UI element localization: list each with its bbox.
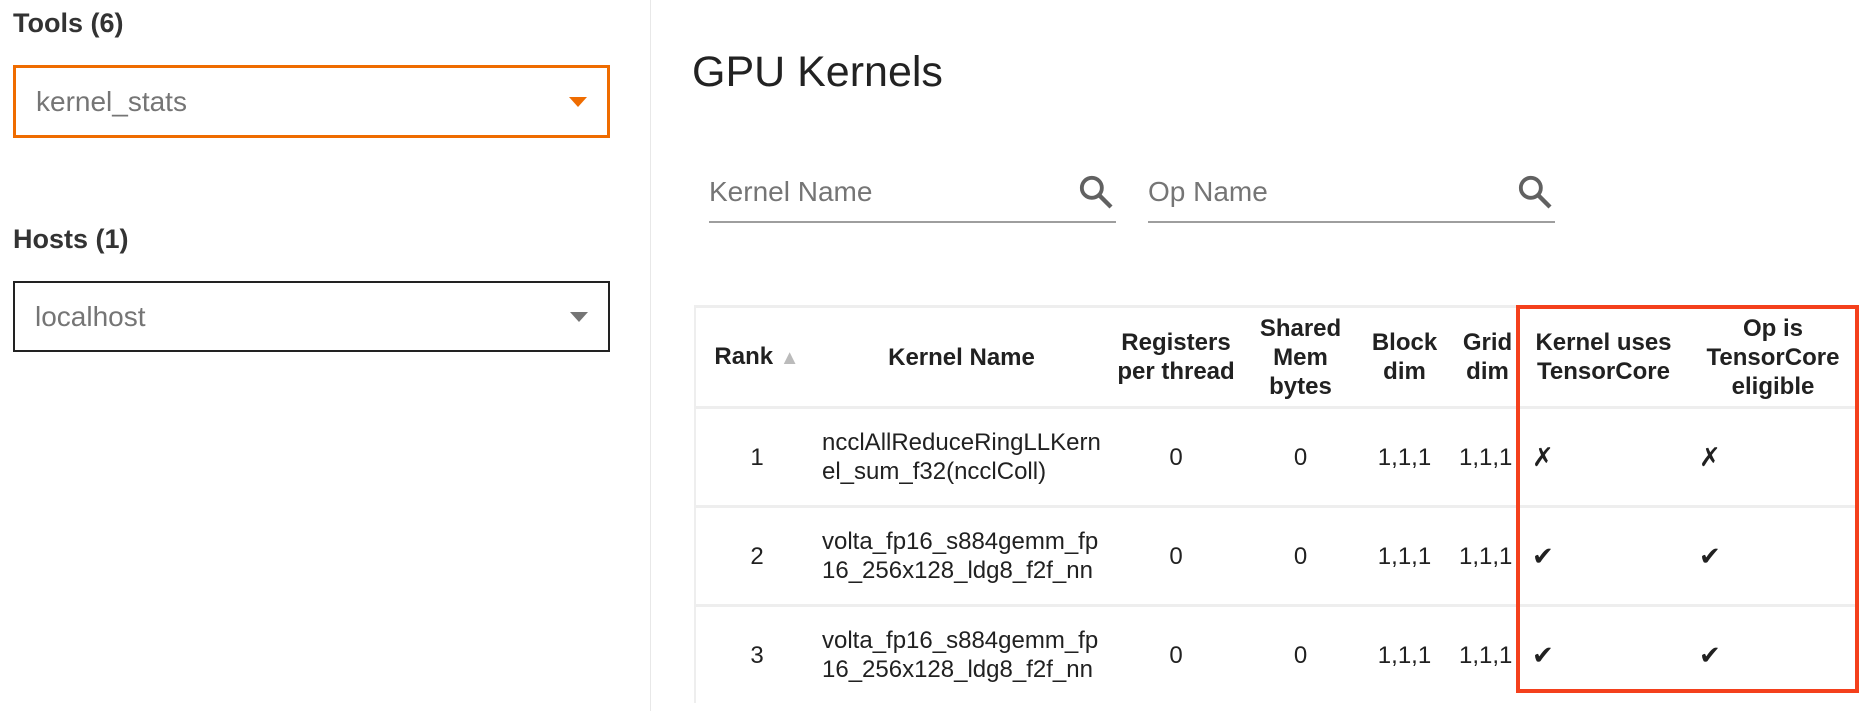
rank-cell: 2 <box>695 505 818 606</box>
dropdown-arrow-icon <box>570 311 588 322</box>
tools-select-value: kernel_stats <box>36 85 187 117</box>
shared-mem-cell: 0 <box>1247 505 1354 606</box>
kernel-name-placeholder: Kernel Name <box>709 176 873 207</box>
column-header-shared-mem[interactable]: Shared Mem bytes <box>1247 305 1354 408</box>
registers-cell: 0 <box>1105 406 1247 507</box>
registers-cell: 0 <box>1105 604 1247 703</box>
kernel-name-cell: ncclAllReduceRingLLKernel_sum_f32(ncclCo… <box>818 406 1105 507</box>
search-icon <box>1079 175 1113 209</box>
rank-cell: 1 <box>695 406 818 507</box>
kernel-name-cell: volta_fp16_s884gemm_fp16_256x128_ldg8_f2… <box>818 505 1105 606</box>
block-dim-cell: 1,1,1 <box>1354 505 1455 606</box>
column-header-grid-dim[interactable]: Grid dim <box>1455 305 1520 408</box>
check-icon: ✔ <box>1687 505 1859 606</box>
rank-cell: 3 <box>695 604 818 703</box>
grid-dim-cell: 1,1,1 <box>1455 406 1520 507</box>
tools-label: Tools (6) <box>13 8 124 38</box>
column-header-kernel-uses-tensorcore[interactable]: Kernel uses TensorCore <box>1520 305 1687 408</box>
kernel-name-cell: volta_fp16_s884gemm_fp16_256x128_ldg8_f2… <box>818 604 1105 703</box>
table-header-row: Rank ▲ Kernel Name Registers per thread … <box>695 305 1859 408</box>
column-header-op-tensorcore-eligible[interactable]: Op is TensorCore eligible <box>1687 305 1859 408</box>
cross-icon: ✗ <box>1687 406 1859 507</box>
grid-dim-cell: 1,1,1 <box>1455 604 1520 703</box>
kernel-stats-table: Rank ▲ Kernel Name Registers per thread … <box>694 305 1859 703</box>
table-row: 3 volta_fp16_s884gemm_fp16_256x128_ldg8_… <box>695 604 1859 703</box>
table-row: 1 ncclAllReduceRingLLKernel_sum_f32(nccl… <box>695 406 1859 507</box>
table-row: 2 volta_fp16_s884gemm_fp16_256x128_ldg8_… <box>695 505 1859 606</box>
check-icon: ✔ <box>1687 604 1859 703</box>
hosts-label: Hosts (1) <box>13 224 129 254</box>
column-header-registers[interactable]: Registers per thread <box>1105 305 1247 408</box>
column-header-block-dim[interactable]: Block dim <box>1354 305 1455 408</box>
column-header-rank[interactable]: Rank ▲ <box>695 305 818 408</box>
hosts-select[interactable]: localhost <box>13 281 610 352</box>
block-dim-cell: 1,1,1 <box>1354 604 1455 703</box>
dropdown-arrow-icon <box>569 96 587 107</box>
shared-mem-cell: 0 <box>1247 406 1354 507</box>
search-icon <box>1518 175 1552 209</box>
sort-ascending-icon: ▲ <box>779 346 800 369</box>
tensorcore-columns-highlight <box>1516 305 1859 693</box>
op-name-search-input[interactable]: Op Name <box>1148 163 1555 223</box>
page-title: GPU Kernels <box>692 48 943 96</box>
column-header-kernel-name[interactable]: Kernel Name <box>818 305 1105 408</box>
check-icon: ✔ <box>1520 604 1687 703</box>
block-dim-cell: 1,1,1 <box>1354 406 1455 507</box>
tools-select[interactable]: kernel_stats <box>13 65 610 138</box>
sidebar-divider <box>650 0 651 711</box>
shared-mem-cell: 0 <box>1247 604 1354 703</box>
hosts-select-value: localhost <box>35 300 146 332</box>
kernel-name-search-input[interactable]: Kernel Name <box>709 163 1116 223</box>
cross-icon: ✗ <box>1520 406 1687 507</box>
grid-dim-cell: 1,1,1 <box>1455 505 1520 606</box>
op-name-placeholder: Op Name <box>1148 176 1268 207</box>
check-icon: ✔ <box>1520 505 1687 606</box>
registers-cell: 0 <box>1105 505 1247 606</box>
